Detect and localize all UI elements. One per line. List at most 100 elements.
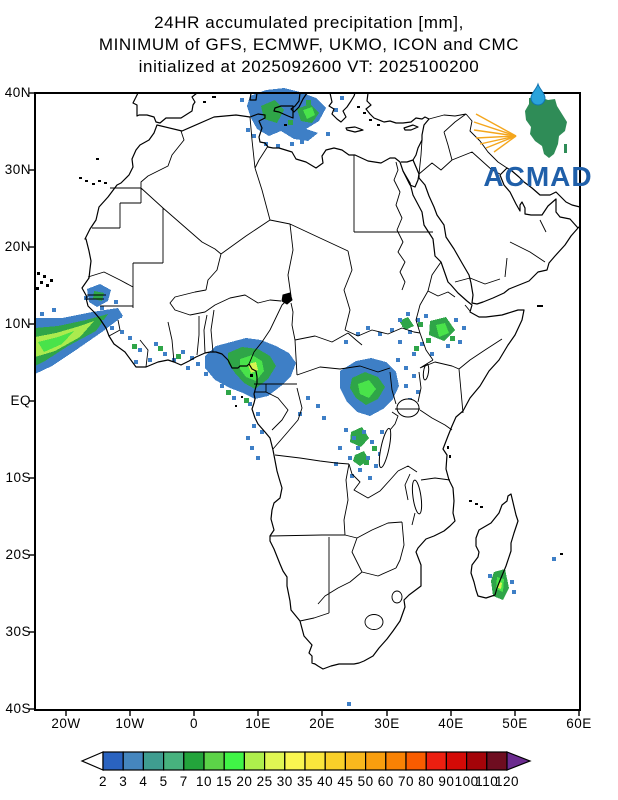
colorbar-cell xyxy=(425,751,448,771)
crete-coastline xyxy=(345,126,364,133)
title-line-3: initialized at 2025092600 VT: 2025100200 xyxy=(138,57,480,76)
precip-dot xyxy=(100,306,104,310)
logo-rays-icon xyxy=(473,113,517,153)
lake-malawi xyxy=(411,479,423,515)
coastlines-layer xyxy=(81,92,581,670)
precip-dot xyxy=(404,384,408,388)
colorbar-cell xyxy=(183,751,205,771)
precip-dot xyxy=(110,326,114,330)
colorbar-tick-label: 100 xyxy=(455,774,479,789)
precip-dot xyxy=(347,702,351,706)
precip-dot xyxy=(406,312,410,316)
precip-dot xyxy=(416,318,420,322)
colorbar-cell xyxy=(405,751,427,771)
precip-dot xyxy=(252,424,256,428)
colorbar-cell xyxy=(344,751,367,771)
sinai-coastline xyxy=(402,159,420,188)
precip-dot xyxy=(366,326,370,330)
colorbar-cell xyxy=(385,751,407,771)
logo-madagascar-icon xyxy=(564,144,567,153)
precip-dot xyxy=(462,326,466,330)
precip-region xyxy=(436,323,449,337)
precip-dot xyxy=(402,322,407,327)
islands-layer xyxy=(36,96,563,555)
precip-dot xyxy=(362,430,366,434)
precip-dot xyxy=(181,350,185,354)
iberia-coastline xyxy=(132,92,198,124)
colorbar-tick-label: 90 xyxy=(438,774,454,789)
country-borders xyxy=(87,113,547,622)
precip-dot xyxy=(344,340,348,344)
arabia-coastline xyxy=(418,174,581,305)
precip-dot xyxy=(250,446,254,450)
precip-dot xyxy=(446,344,450,348)
colorbar-tick-label: 60 xyxy=(378,774,394,789)
precip-dot xyxy=(102,320,106,324)
precip-dot xyxy=(418,322,423,327)
title-line-2: MINIMUM of GFS, ECMWF, UKMO, ICON and CM… xyxy=(98,35,520,54)
precip-dot xyxy=(290,142,294,146)
precip-dot xyxy=(344,428,348,432)
precip-dot xyxy=(190,356,194,360)
sardinia-coastline xyxy=(249,92,258,101)
colorbar-cell xyxy=(163,751,185,771)
lakes-layer xyxy=(281,292,430,515)
colorbar-tick-label: 40 xyxy=(317,774,333,789)
colorbar-cell xyxy=(203,751,225,771)
precip-dot xyxy=(370,440,374,444)
precip-dot xyxy=(128,336,132,340)
precip-dot xyxy=(300,140,304,144)
precip-dot xyxy=(380,430,384,434)
logo-wordmark: ACMAD xyxy=(483,161,592,192)
precip-dot xyxy=(260,430,264,434)
precip-dot xyxy=(154,342,158,346)
precip-dot xyxy=(288,120,293,125)
precip-dot xyxy=(338,446,342,450)
precip-dot xyxy=(396,358,400,362)
colorbar-tick-label: 2 xyxy=(99,774,107,789)
colorbar-tick-label: 35 xyxy=(297,774,313,789)
precip-dot xyxy=(372,446,377,451)
precip-dot xyxy=(426,338,431,343)
colorbar-cell xyxy=(445,751,468,771)
precip-dot xyxy=(120,330,124,334)
colorbar-cell xyxy=(284,751,306,771)
precip-dot xyxy=(186,366,190,370)
colorbar-tick-label: 30 xyxy=(277,774,293,789)
lake-tanganyika xyxy=(378,427,392,469)
colorbar-tick-label: 120 xyxy=(495,774,519,789)
colorbar-cell xyxy=(466,751,488,771)
precip-dot xyxy=(326,132,330,136)
precip-dot xyxy=(246,436,250,440)
precip-dot xyxy=(306,396,310,400)
precip-dot xyxy=(430,352,434,356)
precip-dot xyxy=(424,314,428,318)
precip-dot xyxy=(204,372,208,376)
precipitation-layer xyxy=(35,88,556,706)
precip-dot xyxy=(134,360,138,364)
precip-region xyxy=(358,380,376,398)
precip-dot xyxy=(40,312,44,316)
sicily-coastline xyxy=(273,105,294,119)
colorbar-cell xyxy=(243,751,266,771)
swaziland-border xyxy=(391,590,403,604)
precip-dot xyxy=(52,308,56,312)
precip-dot xyxy=(364,460,369,465)
colorbar-tick-label: 4 xyxy=(139,774,147,789)
colorbar-tick-label: 45 xyxy=(337,774,353,789)
precip-region xyxy=(35,308,123,374)
colorbar-tick-label: 50 xyxy=(358,774,374,789)
colorbar-cell xyxy=(324,751,347,771)
colorbar-tick-label: 70 xyxy=(398,774,414,789)
precip-dot xyxy=(114,300,118,304)
precip-dot xyxy=(408,330,412,334)
precip-dot xyxy=(358,468,362,472)
precip-dot xyxy=(510,580,514,584)
precip-dot xyxy=(132,344,137,349)
precip-region xyxy=(93,291,104,301)
precip-dot xyxy=(306,100,311,105)
precip-dot xyxy=(340,96,344,100)
precip-region xyxy=(303,107,315,119)
